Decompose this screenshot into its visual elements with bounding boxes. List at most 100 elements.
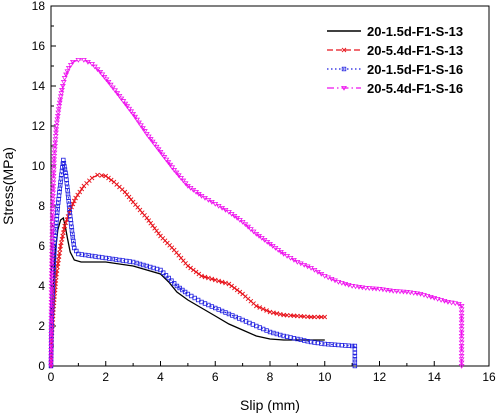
data-point bbox=[59, 88, 65, 93]
y-tick-label: 10 bbox=[32, 159, 46, 173]
x-tick-label: 8 bbox=[267, 370, 274, 384]
data-point bbox=[345, 283, 352, 288]
data-point bbox=[67, 63, 74, 68]
data-point bbox=[56, 254, 62, 259]
data-point bbox=[185, 263, 191, 269]
data-point bbox=[62, 164, 67, 169]
data-point bbox=[73, 195, 78, 201]
x-tick-label: 10 bbox=[318, 370, 332, 384]
data-point bbox=[75, 192, 81, 198]
data-point bbox=[407, 290, 414, 296]
data-point bbox=[169, 278, 174, 283]
data-point bbox=[458, 364, 465, 369]
data-point bbox=[458, 357, 465, 363]
data-point bbox=[341, 86, 347, 91]
data-point bbox=[271, 310, 276, 316]
data-point bbox=[414, 291, 421, 297]
data-point bbox=[64, 217, 70, 222]
data-point bbox=[94, 67, 101, 73]
data-point bbox=[335, 280, 342, 285]
y-tick-label: 18 bbox=[32, 0, 46, 13]
data-point bbox=[62, 167, 68, 172]
data-point bbox=[99, 173, 104, 178]
data-point bbox=[239, 220, 246, 225]
data-point bbox=[188, 265, 193, 271]
data-point bbox=[393, 289, 400, 295]
data-point bbox=[232, 285, 237, 291]
data-point bbox=[63, 72, 69, 78]
data-point bbox=[448, 300, 455, 306]
legend-label: 20-5.4d-F1-S-13 bbox=[367, 43, 463, 58]
x-tick-label: 6 bbox=[212, 370, 219, 384]
data-point bbox=[153, 144, 160, 150]
data-point bbox=[60, 80, 67, 85]
data-point bbox=[319, 314, 324, 320]
data-point bbox=[264, 308, 269, 313]
data-point bbox=[134, 117, 140, 123]
data-point bbox=[99, 72, 106, 78]
data-point bbox=[458, 317, 465, 323]
data-point bbox=[458, 354, 465, 359]
series-20-5.4d-F1-S-16 bbox=[48, 58, 465, 369]
data-point bbox=[120, 99, 127, 104]
data-point bbox=[70, 201, 76, 207]
data-point bbox=[103, 77, 110, 83]
data-point bbox=[352, 284, 359, 290]
data-point bbox=[341, 47, 347, 53]
data-point bbox=[247, 227, 254, 232]
data-point bbox=[62, 223, 68, 229]
data-point bbox=[250, 229, 257, 235]
data-point bbox=[118, 96, 125, 102]
data-point bbox=[312, 314, 317, 320]
data-point bbox=[89, 62, 95, 67]
data-point bbox=[173, 170, 180, 176]
legend-item: 20-5.4d-F1-S-13 bbox=[327, 43, 463, 58]
data-point bbox=[159, 152, 166, 158]
data-point bbox=[175, 173, 182, 179]
data-point bbox=[163, 273, 169, 278]
data-point bbox=[63, 220, 69, 226]
plot-area bbox=[48, 58, 465, 369]
data-point bbox=[57, 247, 63, 252]
data-point bbox=[397, 289, 403, 295]
data-point bbox=[64, 69, 71, 75]
data-point bbox=[458, 334, 465, 339]
data-point bbox=[109, 85, 116, 91]
data-point bbox=[199, 273, 204, 279]
y-tick-label: 2 bbox=[38, 319, 45, 333]
data-point bbox=[59, 237, 65, 242]
data-point bbox=[362, 286, 369, 291]
series-20-1.5d-F1-S-13 bbox=[50, 216, 325, 367]
data-point bbox=[376, 287, 383, 292]
data-point bbox=[124, 104, 131, 110]
data-point bbox=[61, 230, 66, 235]
data-point bbox=[91, 64, 98, 70]
data-point bbox=[234, 287, 240, 293]
data-point bbox=[85, 60, 91, 65]
series-line bbox=[50, 216, 325, 367]
y-tick-label: 6 bbox=[38, 239, 45, 253]
data-point bbox=[260, 306, 266, 312]
data-point bbox=[308, 314, 314, 320]
data-point bbox=[458, 304, 465, 309]
data-point bbox=[60, 233, 65, 239]
data-point bbox=[69, 60, 76, 65]
data-point bbox=[114, 91, 121, 96]
x-tick-label: 12 bbox=[373, 370, 387, 384]
data-point bbox=[274, 311, 280, 316]
data-point bbox=[128, 109, 135, 115]
data-point bbox=[122, 101, 129, 107]
legend-label: 20-1.5d-F1-S-16 bbox=[367, 62, 463, 77]
data-point bbox=[101, 75, 108, 80]
y-axis: 0 2 4 6 8 10 12 14 16 18 bbox=[32, 0, 56, 373]
data-point bbox=[383, 288, 390, 293]
legend-label: 20-1.5d-F1-S-13 bbox=[367, 24, 463, 39]
data-point bbox=[366, 286, 373, 292]
data-point bbox=[65, 66, 72, 71]
legend: 20-1.5d-F1-S-13 20-5.4d-F1-S-13 20-1.5d-F1… bbox=[327, 24, 463, 96]
series-20-5.4d-F1-S-13 bbox=[48, 172, 328, 369]
data-point bbox=[458, 344, 465, 349]
data-point bbox=[373, 286, 379, 292]
data-point bbox=[71, 198, 77, 204]
